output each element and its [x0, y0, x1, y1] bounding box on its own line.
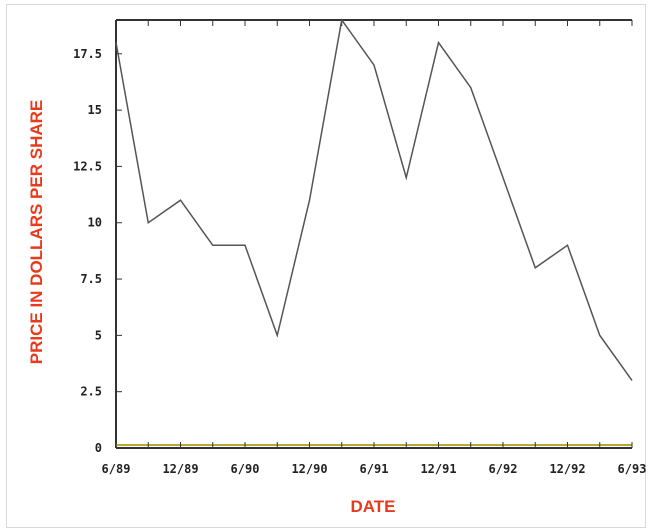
- y-axis-title: PRICE IN DOLLARS PER SHARE: [27, 100, 46, 364]
- y-tick-label: 5: [95, 328, 102, 342]
- x-tick-label: 6/93: [618, 462, 647, 476]
- x-tick-label: 12/89: [162, 462, 198, 476]
- y-tick-label: 2.5: [80, 385, 102, 399]
- y-tick-label: 7.5: [80, 272, 102, 286]
- y-tick-label: 10: [88, 216, 102, 230]
- x-axis-title: DATE: [350, 497, 395, 516]
- x-tick-label: 6/90: [231, 462, 260, 476]
- chart-frame: [6, 4, 646, 528]
- x-tick-label: 6/92: [489, 462, 518, 476]
- x-tick-label: 6/89: [102, 462, 131, 476]
- price-series-line: [115, 18, 633, 381]
- y-tick-label: 12.5: [73, 159, 102, 173]
- y-tick-label: 17.5: [73, 47, 102, 61]
- x-tick-label: 6/91: [360, 462, 389, 476]
- x-tick-label: 12/92: [549, 462, 585, 476]
- x-tick-label: 12/91: [420, 462, 456, 476]
- y-tick-label: 0: [95, 441, 102, 455]
- y-tick-label: 15: [88, 103, 102, 117]
- x-tick-label: 12/90: [291, 462, 327, 476]
